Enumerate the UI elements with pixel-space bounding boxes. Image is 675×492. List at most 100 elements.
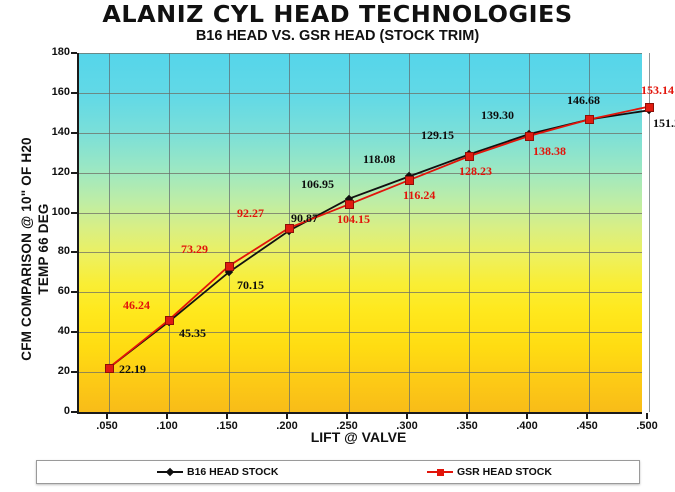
x-tick-label: .300 xyxy=(396,420,418,432)
x-tick-label: .200 xyxy=(276,420,298,432)
data-label-b16: 90.87 xyxy=(291,210,318,225)
x-tick-label: .250 xyxy=(336,420,358,432)
data-point-gsr xyxy=(645,102,654,112)
x-tick-label: .400 xyxy=(516,420,538,432)
data-label-b16: 146.68 xyxy=(567,93,600,108)
data-label-gsr: 138.38 xyxy=(533,144,566,158)
gridline-horizontal xyxy=(79,332,642,334)
data-label-gsr: 153.14 xyxy=(641,82,674,97)
x-tick-mark xyxy=(106,413,108,419)
plot-area: 22.19 45.35 70.15 90.87 106.95 118.08 129.15 13… xyxy=(77,53,675,414)
data-label-gsr: 73.29 xyxy=(181,241,208,256)
x-tick-label: .350 xyxy=(456,420,478,432)
x-tick-mark xyxy=(586,413,588,419)
data-point-gsr xyxy=(285,223,294,233)
gridline-horizontal xyxy=(79,172,642,174)
y-tick-mark xyxy=(71,171,77,174)
x-tick-mark xyxy=(466,413,468,419)
data-point-gsr xyxy=(345,200,354,210)
series-line-gsr xyxy=(108,105,650,369)
y-tick-mark xyxy=(71,371,77,374)
gridline-vertical xyxy=(409,53,410,412)
data-point-gsr xyxy=(525,132,534,141)
x-tick-mark xyxy=(346,413,348,419)
legend-square-icon xyxy=(427,467,453,477)
legend-item-gsr: GSR HEAD STOCK xyxy=(427,461,552,483)
y-tick-label: 160 xyxy=(51,85,70,98)
y-tick-mark xyxy=(71,131,77,134)
chart-legend: B16 HEAD STOCK GSR HEAD STOCK xyxy=(36,460,640,484)
data-label-b16: 118.08 xyxy=(363,152,396,167)
data-point-gsr xyxy=(105,363,114,373)
gridline-horizontal xyxy=(79,212,642,214)
x-tick-mark xyxy=(226,413,228,419)
gridline-horizontal xyxy=(79,292,642,294)
x-tick-mark xyxy=(166,413,168,419)
series-lines xyxy=(108,105,650,369)
y-tick-label: 0 xyxy=(63,405,70,417)
data-label-b16: 45.35 xyxy=(179,325,206,340)
data-label-b16: 139.30 xyxy=(481,108,514,123)
data-point-gsr xyxy=(405,176,414,186)
y-tick-label: 120 xyxy=(51,165,70,178)
data-point-gsr xyxy=(585,115,594,125)
gridline-vertical xyxy=(229,53,230,412)
data-label-b16: 106.95 xyxy=(301,176,334,191)
x-tick-label: .150 xyxy=(216,420,238,432)
data-label-gsr: 92.27 xyxy=(237,205,264,220)
data-label-b16: 70.15 xyxy=(237,278,264,293)
x-tick-label: .050 xyxy=(96,420,118,432)
legend-diamond-icon xyxy=(157,467,183,477)
x-tick-mark xyxy=(646,413,648,419)
y-tick-label: 20 xyxy=(57,365,70,378)
y-tick-mark xyxy=(71,331,77,334)
x-tick-label: .450 xyxy=(576,420,598,432)
data-label-gsr: 46.24 xyxy=(123,297,150,312)
x-tick-label: .100 xyxy=(156,420,178,432)
data-label-gsr: 128.23 xyxy=(459,164,492,179)
gridline-horizontal xyxy=(79,252,642,254)
chart-title: ALANIZ CYL HEAD TECHNOLOGIES xyxy=(102,2,573,28)
x-tick-label: .500 xyxy=(636,420,658,432)
y-tick-label: 140 xyxy=(51,125,70,138)
x-tick-mark xyxy=(406,413,408,419)
gridline-vertical xyxy=(349,53,350,412)
y-tick-mark xyxy=(71,91,77,94)
gridline-horizontal xyxy=(79,92,642,94)
y-tick-label: 180 xyxy=(51,46,70,58)
x-tick-mark xyxy=(286,413,288,419)
y-tick-mark xyxy=(71,291,77,294)
data-label-b16: 151.29 xyxy=(653,116,675,131)
gridline-vertical xyxy=(469,53,470,412)
x-axis-title: LIFT @ VALVE xyxy=(310,429,407,445)
chart-subtitle: B16 HEAD VS. GSR HEAD (STOCK TRIM) xyxy=(195,28,480,44)
gridline-horizontal xyxy=(79,372,642,374)
gridline-vertical xyxy=(169,53,170,412)
x-tick-mark xyxy=(526,413,528,419)
y-tick-label: 100 xyxy=(51,205,70,218)
gridline-vertical xyxy=(529,53,530,412)
y-tick-label: 60 xyxy=(57,285,70,298)
y-tick-mark xyxy=(71,52,77,54)
data-label-b16: 22.19 xyxy=(119,361,146,376)
data-point-gsr xyxy=(465,152,474,162)
data-label-gsr: 104.15 xyxy=(337,212,370,227)
legend-item-b16: B16 HEAD STOCK xyxy=(157,461,278,483)
y-tick-label: 80 xyxy=(57,245,70,258)
gridline-horizontal xyxy=(79,132,642,134)
data-label-b16: 129.15 xyxy=(421,128,454,143)
data-label-gsr: 116.24 xyxy=(403,188,436,203)
gridline-vertical xyxy=(649,53,650,412)
legend-label-gsr: GSR HEAD STOCK xyxy=(457,466,552,478)
data-point-gsr xyxy=(225,261,234,271)
y-tick-mark xyxy=(71,411,77,413)
data-point-gsr xyxy=(165,315,174,325)
y-tick-mark xyxy=(71,211,77,214)
gridline-vertical xyxy=(589,53,590,412)
y-tick-mark xyxy=(71,251,77,254)
gridline-vertical xyxy=(109,53,110,412)
legend-label-b16: B16 HEAD STOCK xyxy=(187,466,279,478)
gridline-horizontal xyxy=(79,53,642,54)
y-tick-label: 40 xyxy=(57,325,70,338)
